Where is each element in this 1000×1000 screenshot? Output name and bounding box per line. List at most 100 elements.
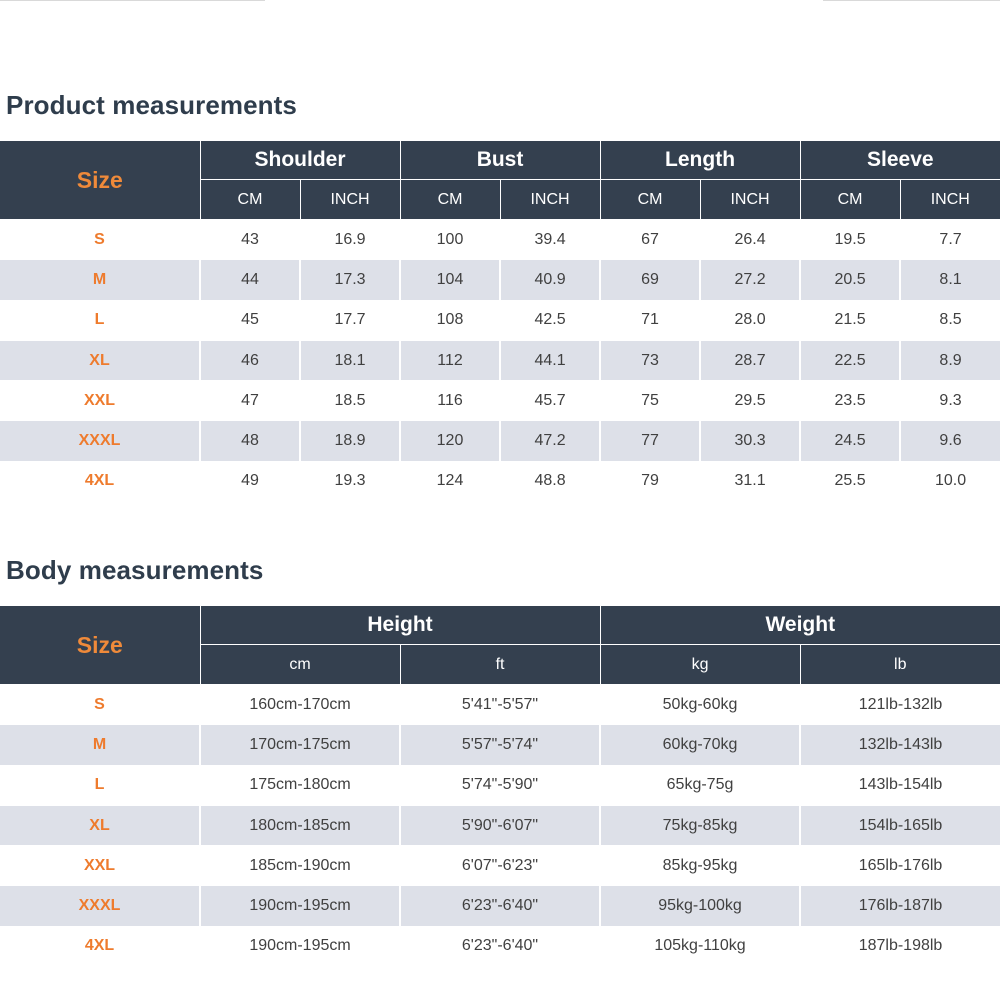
unit-header: CM [199, 179, 300, 220]
table-cell: 26.4 [699, 218, 801, 260]
size-cell: L [0, 764, 200, 806]
table-cell: 45.7 [499, 380, 601, 421]
size-cell: S [0, 683, 200, 725]
table-cell: 190cm-195cm [199, 925, 400, 967]
table-cell: 24.5 [799, 420, 901, 462]
table-cell: 9.3 [899, 380, 1000, 421]
table-cell: 176lb-187lb [799, 885, 1000, 927]
table-cell: 21.5 [799, 299, 901, 341]
table-cell: 47.2 [499, 420, 601, 462]
size-cell: XXXL [0, 420, 200, 462]
table-row: XL 180cm-185cm 5'90"-6'07" 75kg-85kg 154lb-1… [0, 804, 1000, 846]
table-cell: 28.7 [699, 339, 801, 381]
table-cell: 48.8 [499, 460, 601, 502]
top-edge-line-right [823, 0, 1000, 1]
table-cell: 23.5 [799, 380, 901, 421]
size-cell: XL [0, 804, 200, 846]
table-cell: 132lb-143lb [799, 724, 1000, 766]
table-cell: 69 [599, 259, 701, 301]
table-cell: 45 [199, 299, 300, 341]
table-cell: 19.3 [298, 460, 401, 502]
table-cell: 95kg-100kg [599, 885, 801, 927]
body-group-height: Height [199, 606, 601, 645]
table-cell: 65kg-75g [599, 764, 801, 806]
table-cell: 6'23"-6'40" [398, 885, 601, 927]
table-row: XL 46 18.1 112 44.1 73 28.7 22.5 8.9 [0, 339, 1000, 381]
size-cell: 4XL [0, 925, 200, 967]
table-cell: 85kg-95kg [599, 845, 801, 886]
body-measurements-title: Body measurements [6, 555, 264, 585]
table-cell: 124 [399, 460, 501, 502]
table-cell: 18.5 [298, 380, 401, 421]
table-cell: 112 [399, 339, 501, 381]
product-group-header-row: Size Shoulder Bust Length Sleeve [0, 141, 1000, 220]
unit-header: CM [399, 179, 501, 220]
body-size-header: Size [0, 606, 200, 685]
table-cell: 50kg-60kg [599, 683, 801, 725]
table-row: L 175cm-180cm 5'74"-5'90" 65kg-75g 143lb-154… [0, 764, 1000, 806]
table-cell: 10.0 [899, 460, 1000, 502]
unit-header: kg [599, 644, 801, 685]
unit-header: CM [599, 179, 701, 220]
table-row: XXL 47 18.5 116 45.7 75 29.5 23.5 9.3 [0, 380, 1000, 421]
table-cell: 160cm-170cm [199, 683, 400, 725]
table-row: XXL 185cm-190cm 6'07"-6'23" 85kg-95kg 165lb-… [0, 845, 1000, 886]
table-cell: 9.6 [899, 420, 1000, 462]
table-row: M 44 17.3 104 40.9 69 27.2 20.5 8.1 [0, 259, 1000, 301]
size-cell: L [0, 299, 200, 341]
product-measurements-table: Size Shoulder Bust Length Sleeve CM INCH… [0, 141, 1000, 502]
table-cell: 28.0 [699, 299, 801, 341]
table-row: M 170cm-175cm 5'57"-5'74" 60kg-70kg 132lb-14… [0, 724, 1000, 766]
table-cell: 79 [599, 460, 701, 502]
table-cell: 121lb-132lb [799, 683, 1000, 725]
table-cell: 17.3 [298, 259, 401, 301]
size-cell: XXL [0, 845, 200, 886]
table-cell: 108 [399, 299, 501, 341]
product-group-sleeve: Sleeve [799, 141, 1000, 180]
unit-header: INCH [299, 179, 401, 220]
size-cell: S [0, 218, 200, 260]
table-cell: 6'07"-6'23" [398, 845, 601, 886]
table-cell: 6'23"-6'40" [398, 925, 601, 967]
top-edge-line-left [0, 0, 265, 1]
table-cell: 25.5 [799, 460, 901, 502]
table-cell: 48 [199, 420, 300, 462]
product-size-header: Size [0, 141, 200, 220]
table-row: 4XL 49 19.3 124 48.8 79 31.1 25.5 10.0 [0, 460, 1000, 502]
body-group-weight: Weight [599, 606, 1000, 645]
size-cell: 4XL [0, 460, 200, 502]
table-cell: 20.5 [799, 259, 901, 301]
table-cell: 19.5 [799, 218, 901, 260]
body-table-body: S 160cm-170cm 5'41"-5'57" 50kg-60kg 121lb-13… [0, 683, 1000, 967]
table-cell: 77 [599, 420, 701, 462]
table-cell: 190cm-195cm [199, 885, 400, 927]
table-cell: 31.1 [699, 460, 801, 502]
size-cell: XXL [0, 380, 200, 421]
unit-header: INCH [499, 179, 601, 220]
table-cell: 8.9 [899, 339, 1000, 381]
product-group-length: Length [599, 141, 801, 180]
size-cell: XXXL [0, 885, 200, 927]
table-cell: 22.5 [799, 339, 901, 381]
table-cell: 7.7 [899, 218, 1000, 260]
table-cell: 5'74"-5'90" [398, 764, 601, 806]
body-unit-header-row: cm ft kg lb [0, 644, 1000, 685]
table-cell: 100 [399, 218, 501, 260]
table-cell: 27.2 [699, 259, 801, 301]
table-cell: 16.9 [298, 218, 401, 260]
unit-header: ft [399, 644, 601, 685]
table-cell: 120 [399, 420, 501, 462]
table-cell: 67 [599, 218, 701, 260]
product-unit-header-row: CM INCH CM INCH CM INCH CM INCH [0, 179, 1000, 220]
unit-header: lb [799, 644, 1000, 685]
body-measurements-table: Size Height Weight cm ft kg lb S 160cm-17… [0, 606, 1000, 967]
table-cell: 180cm-185cm [199, 804, 400, 846]
table-cell: 75kg-85kg [599, 804, 801, 846]
table-cell: 5'41"-5'57" [398, 683, 601, 725]
table-cell: 185cm-190cm [199, 845, 400, 886]
table-cell: 30.3 [699, 420, 801, 462]
table-cell: 42.5 [499, 299, 601, 341]
unit-header: CM [799, 179, 901, 220]
table-cell: 143lb-154lb [799, 764, 1000, 806]
table-cell: 154lb-165lb [799, 804, 1000, 846]
